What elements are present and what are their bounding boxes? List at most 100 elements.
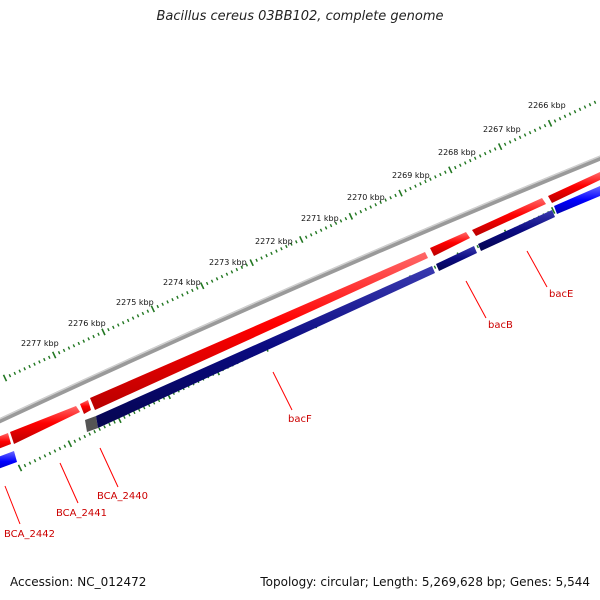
major-tick [249,259,254,267]
minor-tick [508,140,512,144]
minor-tick [220,274,224,279]
kbp-label-2270: 2270 kbp [347,193,385,202]
minor-tick [463,161,467,165]
major-tick [497,143,503,151]
minor-tick [558,117,562,121]
gene-bacF-partner-forward[interactable] [90,252,428,410]
kbp-label-2267: 2267 kbp [483,125,521,134]
minor-tick [454,165,457,170]
minor-tick [528,130,532,135]
minor-tick [583,105,587,109]
major-tick [51,351,57,359]
minor-tick [324,226,328,230]
minor-tick [444,170,447,174]
minor-tick [161,302,164,306]
minor-tick [186,291,189,295]
minor-tick [374,203,377,207]
minor-tick [379,200,382,205]
minor-tick [255,258,258,262]
minor-tick [93,430,96,434]
gene-forward-4[interactable] [548,172,600,203]
minor-tick [33,459,37,463]
minor-tick [329,223,333,228]
gene-forward-edge[interactable] [0,433,11,452]
minor-tick [126,318,130,323]
minor-tick [131,316,135,320]
minor-tick [275,249,278,253]
minor-tick [92,334,95,339]
minor-tick [344,216,348,221]
minor-tick [48,355,51,359]
minor-tick [57,351,61,355]
minor-tick [483,151,487,156]
gene-forward-3[interactable] [472,198,546,236]
gene-BCA_2441-forward[interactable] [10,406,80,444]
minor-tick [593,100,597,104]
gene-forward-2[interactable] [430,232,470,256]
gene-label-bacF: bacF [288,414,312,425]
minor-tick [225,272,229,276]
minor-tick [235,267,239,272]
minor-tick [290,242,293,246]
minor-tick [389,196,392,200]
minor-tick [314,230,318,235]
minor-tick [191,288,194,293]
minor-tick [38,456,42,460]
major-tick [101,328,106,336]
kbp-label-2275: 2275 kbp [116,298,154,307]
gene-BCA_2440[interactable] [85,416,98,432]
minor-tick [578,107,582,111]
minor-tick [28,364,31,369]
major-tick [448,166,453,174]
minor-tick [364,207,368,212]
kbp-label-2273: 2273 kbp [209,258,247,267]
minor-tick [384,198,387,202]
minor-tick [476,244,480,249]
minor-tick [240,265,244,269]
major-tick [547,119,553,127]
reverse-strand-track [0,186,600,472]
minor-tick [359,210,363,214]
minor-tick [354,212,358,216]
genome-backbone [0,155,600,424]
minor-tick [53,449,57,453]
kbp-label-2271: 2271 kbp [301,214,339,223]
minor-tick [473,156,477,160]
gene-forward-small[interactable] [80,400,91,414]
minor-tick [493,147,497,151]
minor-tick [171,297,174,302]
minor-tick [141,311,145,316]
gene-BCA_2442[interactable] [0,451,17,472]
minor-tick [265,254,268,258]
minor-tick [77,341,81,346]
minor-tick [97,332,100,336]
minor-tick [230,270,234,274]
major-tick [398,189,403,197]
minor-tick [573,110,577,114]
minor-tick [23,367,26,371]
gene-reverse-edge[interactable] [554,186,600,214]
minor-tick [43,454,47,458]
gene-label-bacB: bacB [488,320,513,331]
minor-tick [8,374,12,378]
minor-tick [196,286,199,290]
minor-tick [468,158,472,163]
minor-tick [523,133,527,137]
gene-bacB[interactable] [436,246,477,271]
minor-tick [339,219,343,223]
minor-tick [87,337,90,341]
gene-bacF[interactable] [96,266,435,428]
minor-tick [543,123,547,128]
minor-tick [304,235,308,239]
minor-tick [43,357,46,362]
minor-tick [295,240,298,244]
kbp-label-2272: 2272 kbp [255,237,293,246]
minor-tick [434,175,437,179]
kbp-label-2269: 2269 kbp [392,171,430,180]
gene-bacE[interactable] [478,210,555,251]
minor-tick [459,163,462,167]
major-tick [150,305,156,313]
minor-tick [518,135,522,139]
minor-tick [319,228,323,232]
minor-tick [280,247,283,251]
